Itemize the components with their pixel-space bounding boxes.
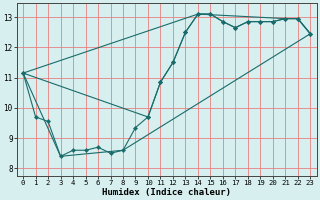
- X-axis label: Humidex (Indice chaleur): Humidex (Indice chaleur): [102, 188, 231, 197]
